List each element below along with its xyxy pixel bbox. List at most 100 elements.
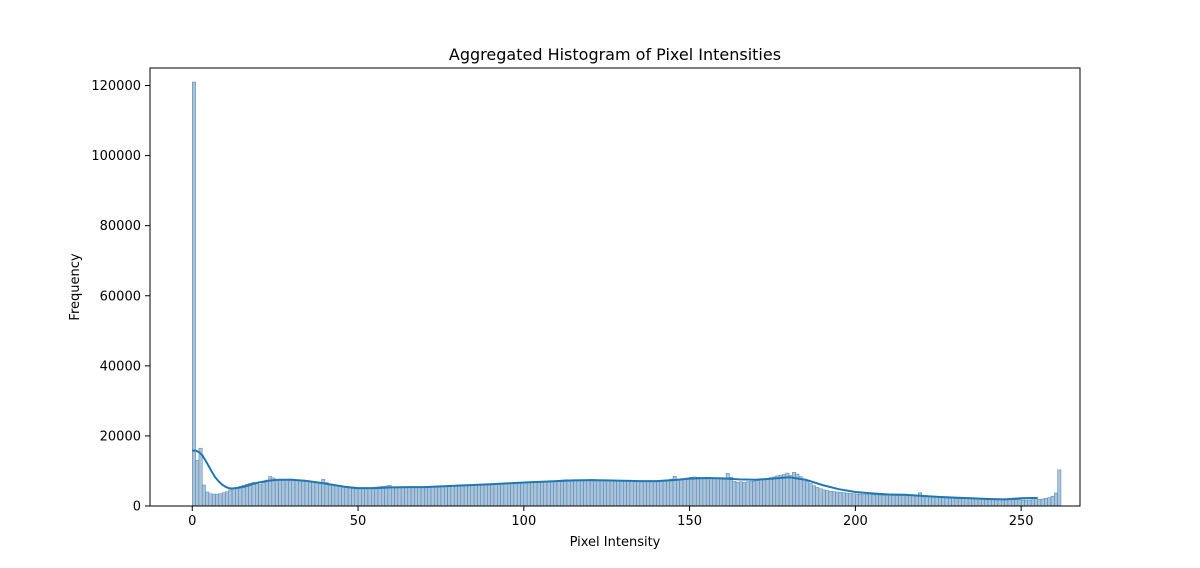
histogram-bar: [304, 480, 309, 507]
histogram-bar: [599, 480, 604, 507]
histogram-bar: [324, 482, 329, 507]
histogram-bar: [758, 479, 763, 507]
histogram-bar: [397, 486, 402, 507]
y-tick-label: 20000: [100, 429, 141, 444]
histogram-bar: [556, 480, 561, 507]
histogram-bar: [327, 483, 332, 507]
histogram-bar: [828, 491, 833, 507]
histogram-bar: [894, 495, 899, 507]
histogram-bar: [1047, 497, 1052, 507]
histogram-bar: [593, 479, 598, 507]
x-tick-label: 0: [188, 514, 196, 529]
histogram-bar: [646, 480, 651, 507]
y-tick-label: 0: [133, 500, 141, 515]
histogram-bar: [1054, 492, 1058, 507]
histogram-bar: [301, 480, 306, 507]
histogram-bar: [314, 481, 319, 507]
histogram-bar: [868, 494, 873, 507]
histogram-bar: [261, 482, 266, 507]
histogram-bar: [394, 487, 399, 507]
histogram-bar: [782, 474, 786, 507]
histogram-bar: [271, 477, 276, 507]
histogram-bar: [540, 481, 544, 507]
histogram-bar: [613, 480, 617, 507]
histogram-bar: [331, 484, 336, 507]
histogram-bar: [354, 488, 359, 507]
histogram-bar: [347, 487, 352, 507]
histogram-bar: [381, 486, 385, 507]
histogram-bar: [291, 479, 296, 507]
histogram-bar: [487, 484, 491, 507]
histogram-bar: [251, 481, 256, 507]
histogram-bar: [231, 488, 236, 507]
histogram-bar: [264, 479, 269, 507]
histogram-bar: [742, 482, 747, 507]
histogram-bar: [245, 484, 249, 507]
histogram-bar: [274, 479, 279, 507]
histogram-bar: [1044, 498, 1048, 507]
histogram-bar: [901, 495, 906, 507]
histogram-bar: [344, 487, 349, 507]
histogram-bar: [649, 480, 654, 507]
histogram-bar: [384, 485, 389, 507]
histogram-bar: [921, 495, 926, 507]
histogram-bar: [666, 479, 670, 507]
histogram-bar: [891, 495, 896, 507]
histogram-bar: [288, 478, 292, 507]
y-tick-label: 40000: [100, 359, 141, 374]
histogram-bar: [516, 482, 521, 507]
histogram-bar: [351, 488, 355, 507]
histogram-bar: [513, 482, 518, 507]
histogram-bar: [752, 480, 757, 507]
histogram-bar: [1017, 499, 1022, 507]
histogram-bar: [576, 479, 581, 507]
histogram-bar: [609, 480, 614, 507]
histogram-bar: [364, 487, 369, 507]
histogram-bar: [470, 484, 475, 507]
y-tick-label: 120000: [91, 79, 141, 94]
histogram-bar: [818, 488, 823, 507]
histogram-bar: [530, 481, 535, 507]
histogram-bar: [745, 481, 750, 507]
histogram-bar: [400, 487, 405, 507]
histogram-bar: [337, 486, 342, 507]
histogram-bar: [510, 482, 515, 507]
histogram-bar: [798, 476, 803, 507]
histogram-bar: [808, 483, 813, 507]
histogram-bar: [855, 493, 859, 507]
histogram-bar: [546, 480, 551, 507]
histogram-bar: [722, 479, 727, 507]
histogram-bar: [686, 477, 690, 507]
histogram-bar: [835, 491, 840, 507]
histogram-bar: [201, 484, 206, 507]
histogram-bar: [192, 81, 196, 507]
histogram-bar: [997, 499, 1002, 507]
histogram-bar: [390, 487, 395, 507]
histogram-bar: [1010, 499, 1015, 507]
histogram-bar: [861, 494, 866, 507]
histogram-bar: [977, 498, 982, 507]
histogram-bar: [669, 478, 674, 507]
histogram-bar: [407, 487, 412, 507]
histogram-bar: [520, 482, 525, 507]
histogram-bar: [636, 480, 641, 507]
histogram-bar: [444, 485, 448, 507]
histogram-bar: [550, 480, 554, 507]
histogram-bar: [931, 496, 936, 507]
histogram-bar: [477, 484, 481, 507]
histogram-bar: [1014, 499, 1019, 507]
histogram-bar: [626, 480, 631, 507]
histogram-bar: [954, 498, 959, 507]
histogram-bar: [984, 498, 989, 507]
histogram-bar: [318, 482, 322, 507]
histogram-bar: [851, 493, 856, 507]
histogram-bar: [284, 479, 289, 507]
y-axis-label: Frequency: [68, 253, 83, 320]
x-tick-label: 50: [350, 514, 367, 529]
histogram-bar: [493, 483, 498, 507]
histogram-bar: [457, 485, 462, 507]
histogram-bar: [762, 478, 767, 507]
histogram-bar: [543, 481, 548, 507]
histogram-bar: [500, 483, 505, 507]
histogram-bar: [1001, 499, 1005, 507]
